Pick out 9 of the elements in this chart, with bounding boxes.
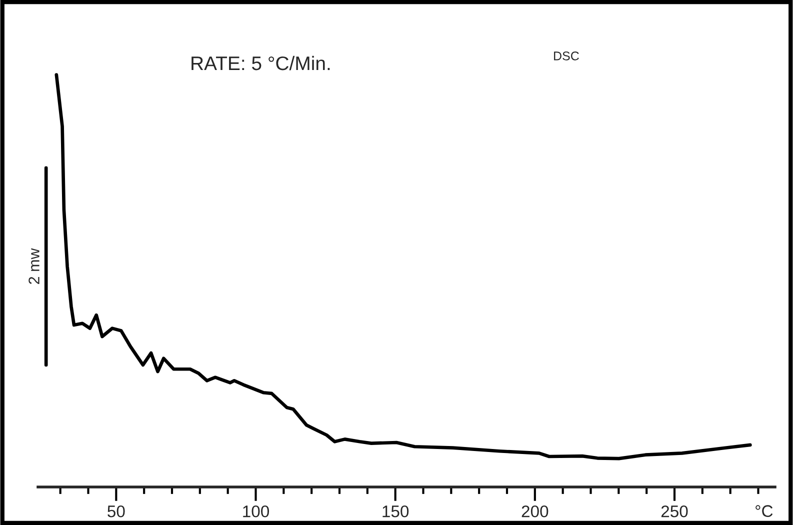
- x-axis-title: °C: [756, 505, 773, 517]
- text: RATE: 5 °C/Min.: [192, 56, 330, 70]
- x-tick-label: 50: [108, 505, 125, 518]
- x-tick-label: 100: [243, 505, 270, 518]
- x-tick-label: 250: [661, 505, 688, 518]
- text: DSC: [554, 52, 579, 60]
- x-tick-label: 200: [522, 505, 548, 518]
- text: 2 mw: [28, 248, 40, 284]
- x-tick-label: 150: [382, 505, 409, 518]
